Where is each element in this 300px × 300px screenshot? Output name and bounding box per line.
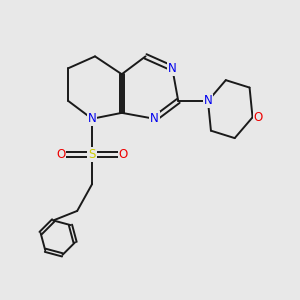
Text: N: N bbox=[88, 112, 96, 125]
Text: O: O bbox=[56, 148, 65, 161]
Text: S: S bbox=[88, 148, 96, 161]
Text: O: O bbox=[118, 148, 128, 161]
Text: O: O bbox=[254, 111, 263, 124]
Text: N: N bbox=[150, 112, 159, 125]
Text: N: N bbox=[168, 62, 177, 75]
Text: N: N bbox=[204, 94, 212, 107]
